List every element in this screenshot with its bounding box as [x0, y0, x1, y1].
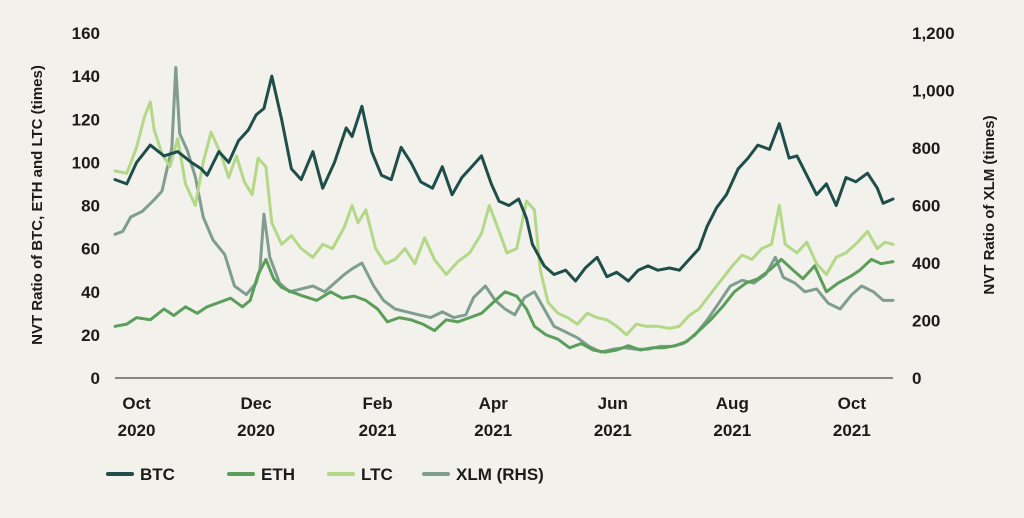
left-tick-label: 160 [72, 24, 100, 43]
right-tick-label: 600 [912, 197, 940, 216]
series-lines [113, 66, 895, 354]
x-tick-year: 2021 [474, 421, 512, 440]
x-tick-year: 2021 [713, 421, 751, 440]
right-axis-ticks: 0 200 400 600 800 1,000 1,200 [912, 24, 955, 388]
left-tick-label: 0 [91, 369, 100, 388]
series-line-ltc [113, 100, 895, 337]
series-line-btc [113, 74, 895, 283]
left-axis-title: NVT Ratio of BTC, ETH and LTC (times) [29, 65, 46, 345]
right-tick-label: 1,000 [912, 82, 955, 101]
right-tick-label: 0 [912, 369, 921, 388]
left-tick-label: 80 [81, 197, 100, 216]
legend: BTC ETH LTC XLM (RHS) [106, 465, 544, 484]
right-tick-label: 400 [912, 254, 940, 273]
left-tick-label: 40 [81, 283, 100, 302]
x-tick-month: Apr [479, 394, 509, 413]
left-tick-label: 20 [81, 326, 100, 345]
left-tick-label: 60 [81, 240, 100, 259]
x-tick-month: Oct [122, 394, 151, 413]
series-line-eth [113, 257, 895, 354]
legend-label: BTC [140, 465, 175, 484]
x-tick-month: Dec [241, 394, 272, 413]
left-tick-label: 140 [72, 67, 100, 86]
left-axis-ticks: 0 20 40 60 80 100 120 140 160 [72, 24, 100, 388]
legend-label: ETH [261, 465, 295, 484]
legend-label: XLM (RHS) [456, 465, 544, 484]
right-tick-label: 200 [912, 312, 940, 331]
x-tick-year: 2020 [237, 421, 275, 440]
right-tick-label: 1,200 [912, 24, 955, 43]
x-tick-year: 2021 [359, 421, 397, 440]
x-tick-year: 2020 [118, 421, 156, 440]
legend-label: LTC [361, 465, 393, 484]
left-tick-label: 100 [72, 153, 100, 172]
x-tick-month: Jun [598, 394, 628, 413]
x-tick-month: Oct [838, 394, 867, 413]
right-axis-title: NVT Ratio of XLM (times) [981, 115, 998, 294]
right-tick-label: 800 [912, 139, 940, 158]
x-axis-ticks: Oct 2020 Dec 2020 Feb 2021 Apr 2021 Jun 2021 Aug 20… [118, 394, 871, 440]
left-tick-label: 120 [72, 110, 100, 129]
x-tick-year: 2021 [833, 421, 871, 440]
x-tick-month: Feb [362, 394, 392, 413]
x-tick-month: Aug [716, 394, 749, 413]
x-tick-year: 2021 [594, 421, 632, 440]
